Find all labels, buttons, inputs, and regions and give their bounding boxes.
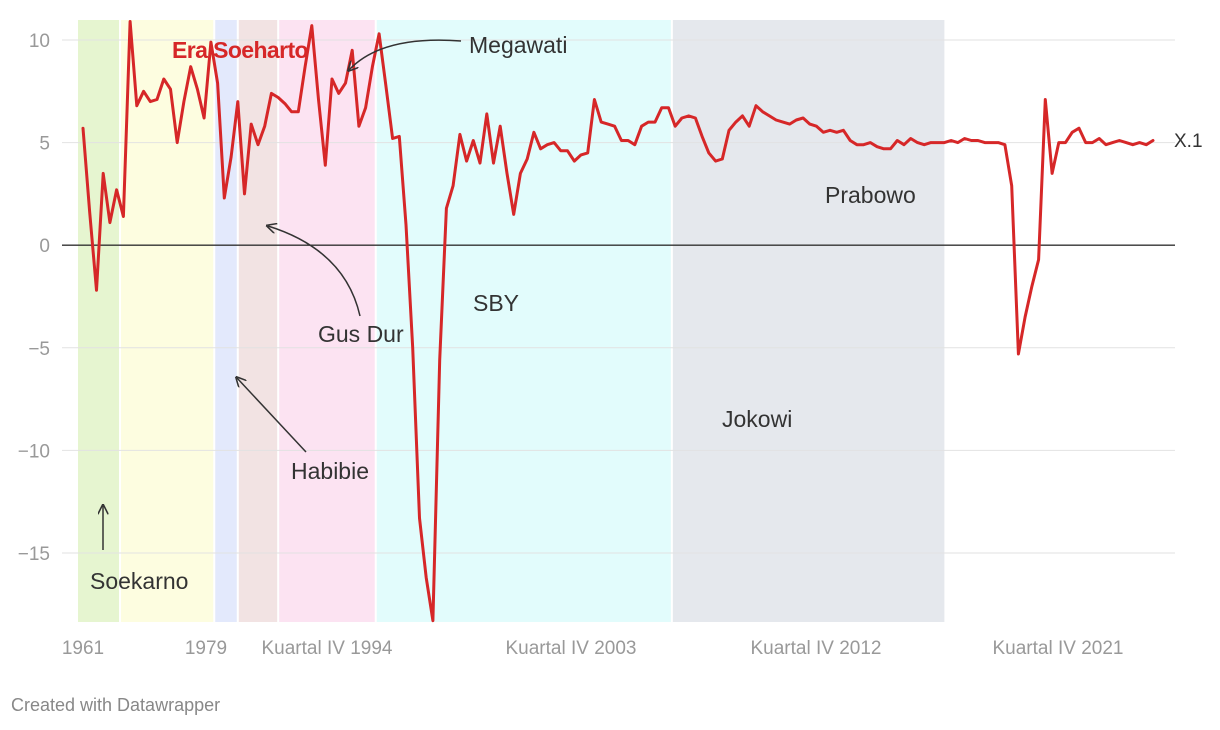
credit-text: Created with Datawrapper — [11, 695, 221, 715]
annotation-prabowo: Prabowo — [825, 182, 916, 208]
era-band-habibie — [214, 20, 238, 622]
y-tick-label: 0 — [39, 236, 50, 257]
era-band-era-soeharto — [120, 20, 215, 622]
era-band-sby — [375, 20, 672, 622]
y-tick-label: −10 — [18, 441, 50, 462]
y-tick-label: 10 — [29, 31, 50, 52]
annotation-megawati: Megawati — [469, 32, 567, 58]
y-tick-label: 5 — [39, 134, 50, 155]
series-line-layer — [81, 20, 1155, 623]
series-line-x1 — [81, 20, 1155, 623]
annotation-layer: Soekarno Era Soeharto Habibie Gus Dur Megawa… — [90, 32, 1203, 594]
x-axis-ticks: 1961 1979 Kuartal IV 1994 Kuartal IV 2003 Ku… — [62, 638, 1124, 659]
annotation-habibie: Habibie — [291, 458, 369, 484]
annotation-soekarno: Soekarno — [90, 568, 188, 594]
x-tick-label: 1979 — [185, 638, 227, 659]
x-tick-label: Kuartal IV 2012 — [751, 638, 882, 659]
x-tick-label: 1961 — [62, 638, 104, 659]
era-bands — [78, 20, 945, 622]
y-tick-label: −15 — [18, 544, 50, 565]
x-tick-label: Kuartal IV 1994 — [262, 638, 393, 659]
x-tick-label: Kuartal IV 2003 — [506, 638, 637, 659]
annotation-gus-dur: Gus Dur — [318, 321, 404, 347]
era-band-soekarno — [78, 20, 121, 622]
annotation-jokowi: Jokowi — [722, 406, 792, 432]
y-tick-label: −5 — [28, 339, 50, 360]
x-tick-label: Kuartal IV 2021 — [993, 638, 1124, 659]
annotation-arrow-gus-dur — [268, 226, 361, 317]
era-band-gus-dur — [237, 20, 279, 622]
annotation-sby: SBY — [473, 290, 519, 316]
line-chart: 10 5 0 −5 −10 −15 1961 1979 Kuartal IV 1994 Kuar… — [18, 20, 1203, 659]
annotation-arrow-megawati — [349, 39, 462, 70]
annotation-era-soeharto: Era Soeharto — [172, 37, 309, 63]
annotation-arrow-habibie — [237, 378, 307, 453]
y-axis-ticks: 10 5 0 −5 −10 −15 — [18, 31, 50, 565]
era-band-jokowi — [671, 20, 945, 622]
series-end-label: X.1 — [1174, 131, 1203, 152]
